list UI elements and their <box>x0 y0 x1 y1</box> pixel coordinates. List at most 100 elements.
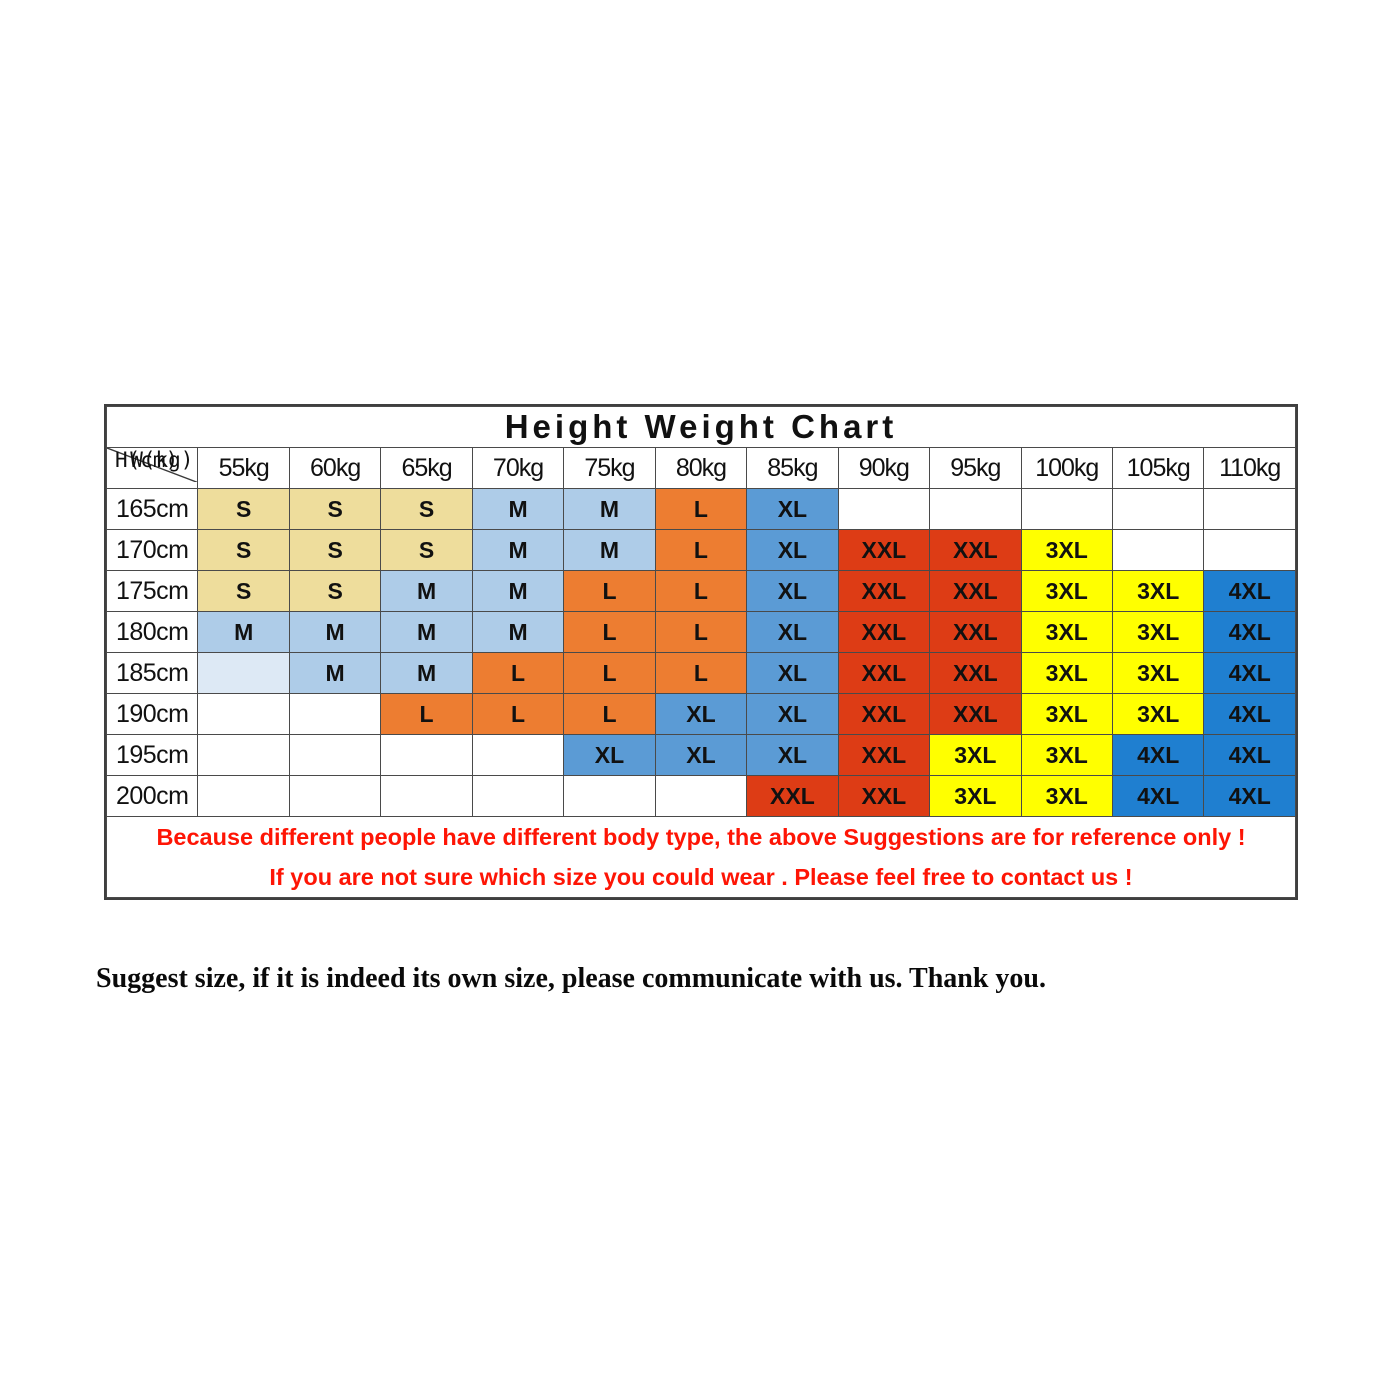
size-cell-190cm-110kg: 4XL <box>1203 693 1296 735</box>
size-cell-185cm-105kg: 3XL <box>1111 652 1205 694</box>
size-cell-185cm-90kg: XXL <box>837 652 931 694</box>
weight-header-65kg: 65kg <box>380 447 473 489</box>
disclaimer-line-2: If you are not sure which size you could… <box>269 864 1133 890</box>
size-cell-165cm-110kg <box>1203 488 1296 530</box>
size-cell-200cm-65kg <box>380 775 473 817</box>
size-cell-200cm-80kg <box>654 775 748 817</box>
size-cell-170cm-110kg <box>1203 529 1296 571</box>
size-cell-185cm-110kg: 4XL <box>1203 652 1296 694</box>
size-cell-190cm-100kg: 3XL <box>1020 693 1113 735</box>
height-label-170cm: 170cm <box>105 529 199 571</box>
table-row: 170cm S S S M M L XL XXL XXL 3XL <box>105 529 1296 571</box>
size-cell-200cm-60kg <box>288 775 382 817</box>
size-cell-180cm-95kg: XXL <box>929 611 1022 653</box>
size-cell-170cm-85kg: XL <box>746 529 839 571</box>
size-cell-185cm-70kg: L <box>471 652 565 694</box>
table-row: 165cm S S S M M L XL <box>105 488 1296 530</box>
size-cell-185cm-55kg <box>197 652 290 694</box>
size-cell-165cm-60kg: S <box>288 488 382 530</box>
corner-axis-cell: H(cm) W(kg) <box>105 447 199 489</box>
size-cell-180cm-80kg: L <box>654 611 748 653</box>
size-cell-175cm-60kg: S <box>288 570 382 612</box>
height-axis-label: H(cm) <box>115 448 179 473</box>
weight-header-60kg: 60kg <box>288 447 382 489</box>
weight-header-100kg: 100kg <box>1020 447 1113 489</box>
size-cell-165cm-80kg: L <box>654 488 748 530</box>
size-cell-180cm-100kg: 3XL <box>1020 611 1113 653</box>
size-cell-175cm-55kg: S <box>197 570 290 612</box>
size-cell-185cm-85kg: XL <box>746 652 839 694</box>
size-cell-190cm-75kg: L <box>563 693 656 735</box>
size-cell-170cm-80kg: L <box>654 529 748 571</box>
disclaimer-line-1: Because different people have different … <box>156 824 1246 850</box>
weight-header-110kg: 110kg <box>1203 447 1296 489</box>
size-cell-170cm-65kg: S <box>380 529 473 571</box>
weight-header-85kg: 85kg <box>746 447 839 489</box>
header-row: H(cm) W(kg) 55kg 60kg 65kg 70kg 75kg 80kg 85kg… <box>105 447 1296 489</box>
size-cell-165cm-95kg <box>929 488 1022 530</box>
size-cell-190cm-85kg: XL <box>746 693 839 735</box>
size-cell-175cm-95kg: XXL <box>929 570 1022 612</box>
table-row: 190cm L L L XL XL XXL XXL 3XL 3XL 4XL <box>105 693 1296 735</box>
size-cell-195cm-105kg: 4XL <box>1111 734 1205 776</box>
height-label-165cm: 165cm <box>105 488 199 530</box>
size-cell-180cm-55kg: M <box>197 611 290 653</box>
size-cell-165cm-90kg <box>837 488 931 530</box>
size-cell-165cm-65kg: S <box>380 488 473 530</box>
size-cell-190cm-80kg: XL <box>654 693 748 735</box>
table-row: 200cm XXL XXL 3XL 3XL 4XL 4XL <box>105 775 1296 817</box>
size-cell-195cm-110kg: 4XL <box>1203 734 1296 776</box>
height-weight-chart: Height Weight Chart H(cm) W(kg) 55kg 60kg… <box>104 404 1298 900</box>
size-cell-185cm-60kg: M <box>288 652 382 694</box>
table-row: 195cm XL XL XL XXL 3XL 3XL 4XL 4XL <box>105 734 1296 776</box>
size-table: Height Weight Chart H(cm) W(kg) 55kg 60kg… <box>105 406 1296 898</box>
size-cell-175cm-70kg: M <box>471 570 565 612</box>
size-cell-175cm-100kg: 3XL <box>1020 570 1113 612</box>
size-cell-195cm-55kg <box>197 734 290 776</box>
size-cell-180cm-85kg: XL <box>746 611 839 653</box>
size-cell-195cm-85kg: XL <box>746 734 839 776</box>
size-cell-195cm-60kg <box>288 734 382 776</box>
weight-axis-label: W(kg) <box>130 448 194 473</box>
weight-header-55kg: 55kg <box>197 447 290 489</box>
size-cell-175cm-90kg: XXL <box>837 570 931 612</box>
height-label-175cm: 175cm <box>105 570 199 612</box>
size-cell-180cm-105kg: 3XL <box>1111 611 1205 653</box>
size-cell-195cm-100kg: 3XL <box>1020 734 1113 776</box>
size-cell-195cm-65kg <box>380 734 473 776</box>
size-cell-170cm-105kg <box>1111 529 1205 571</box>
size-cell-170cm-55kg: S <box>197 529 290 571</box>
weight-header-70kg: 70kg <box>471 447 565 489</box>
weight-header-75kg: 75kg <box>563 447 656 489</box>
size-cell-175cm-75kg: L <box>563 570 656 612</box>
size-cell-170cm-100kg: 3XL <box>1020 529 1113 571</box>
size-cell-175cm-85kg: XL <box>746 570 839 612</box>
chart-title: Height Weight Chart <box>106 406 1296 448</box>
size-cell-185cm-95kg: XXL <box>929 652 1022 694</box>
size-cell-165cm-105kg <box>1111 488 1205 530</box>
size-cell-200cm-85kg: XXL <box>746 775 839 817</box>
size-table-body: Height Weight Chart H(cm) W(kg) 55kg 60kg… <box>105 406 1296 898</box>
size-cell-180cm-90kg: XXL <box>837 611 931 653</box>
size-cell-170cm-90kg: XXL <box>837 529 931 571</box>
size-cell-195cm-95kg: 3XL <box>929 734 1022 776</box>
title-row: Height Weight Chart <box>106 406 1296 448</box>
size-cell-195cm-75kg: XL <box>563 734 656 776</box>
height-label-180cm: 180cm <box>105 611 199 653</box>
size-cell-195cm-80kg: XL <box>654 734 748 776</box>
size-cell-180cm-75kg: L <box>563 611 656 653</box>
size-cell-165cm-55kg: S <box>197 488 290 530</box>
size-cell-170cm-95kg: XXL <box>929 529 1022 571</box>
table-row: 175cm S S M M L L XL XXL XXL 3XL 3XL 4XL <box>105 570 1296 612</box>
size-cell-190cm-90kg: XXL <box>837 693 931 735</box>
size-cell-195cm-70kg <box>471 734 565 776</box>
size-cell-175cm-105kg: 3XL <box>1111 570 1205 612</box>
size-cell-175cm-110kg: 4XL <box>1203 570 1296 612</box>
size-cell-175cm-80kg: L <box>654 570 748 612</box>
size-cell-200cm-105kg: 4XL <box>1111 775 1205 817</box>
size-cell-200cm-100kg: 3XL <box>1020 775 1113 817</box>
height-label-200cm: 200cm <box>105 775 199 817</box>
height-label-185cm: 185cm <box>105 652 199 694</box>
weight-header-95kg: 95kg <box>929 447 1022 489</box>
